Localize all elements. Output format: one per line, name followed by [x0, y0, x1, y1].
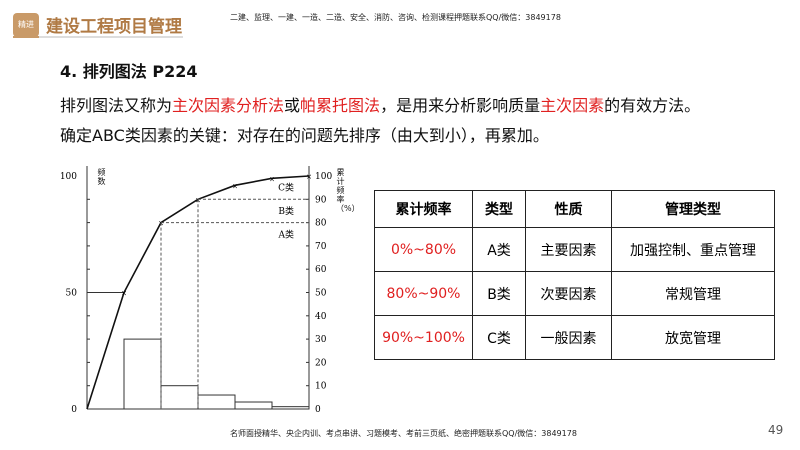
zone-label: C类 [278, 182, 294, 194]
bar [271, 406, 310, 410]
zone-label: B类 [278, 205, 294, 217]
bar [197, 394, 236, 410]
table-cell: 次要因素 [525, 271, 612, 316]
bar [160, 385, 199, 410]
y2-tick-label: 30 [315, 335, 327, 345]
y2-tick-label: 90 [315, 195, 327, 205]
logo: 精进 [13, 13, 39, 37]
highlight: 主次因素 [540, 96, 605, 115]
text-line-1: 排列图法又称为主次因素分析法或帕累托图法，是用来分析影响质量主次因素的有效方法。 [60, 92, 700, 116]
y-tick-label: 100 [60, 172, 77, 182]
table-cell: 主要因素 [525, 227, 612, 272]
table-cell: 放宽管理 [611, 315, 775, 360]
cumulative-point: × [269, 175, 275, 183]
highlight: 主次因素分析法 [172, 96, 285, 115]
table-cell: 0%~80% [374, 227, 473, 272]
footer-note: 名师面授精华、央企内训、考点串讲、习题模考、考前三页纸、绝密押题联系QQ/微信：… [230, 429, 577, 438]
y-tick-label: 50 [66, 289, 78, 299]
divider [13, 36, 183, 38]
page-number: 49 [768, 423, 784, 437]
y2-tick-label: 100 [315, 172, 332, 182]
text: 排列图法又称为 [60, 96, 173, 115]
cumulative-point: × [121, 290, 127, 298]
table-row: 90%~100% C类 一般因素 放宽管理 [374, 315, 775, 360]
y2-tick-label: 50 [315, 289, 327, 299]
zone-label: A类 [278, 228, 295, 240]
cumulative-point: × [306, 173, 312, 181]
bar [234, 401, 273, 410]
table-row: 80%~90% B类 次要因素 常规管理 [374, 271, 775, 316]
table-cell: 一般因素 [525, 315, 612, 360]
top-note: 二建、监理、一建、一造、二造、安全、消防、咨询、检测课程押题联系QQ/微信：38… [230, 13, 561, 22]
y2-tick-label: 80 [315, 219, 327, 229]
table-cell: 常规管理 [611, 271, 775, 316]
y2-tick-label: 60 [315, 265, 327, 275]
table-cell: 90%~100% [374, 315, 473, 360]
divider-accent [13, 36, 39, 38]
highlight: 帕累托图法 [300, 96, 381, 115]
y2-tick-label: 40 [315, 312, 327, 322]
abc-table: 累计频率 类型 性质 管理类型 0%~80% A类 主要因素 加强控制、重点管理 80%~90… [374, 190, 775, 360]
table-header: 累计频率 类型 性质 管理类型 [374, 190, 775, 228]
table-cell: 加强控制、重点管理 [611, 227, 775, 272]
y-axis-label: 频数 [97, 168, 106, 186]
table-cell: C类 [472, 315, 526, 360]
text-line-2: 确定ABC类因素的关键：对存在的问题先排序（由大到小），再累加。 [60, 126, 549, 145]
brand-title: 建设工程项目管理 [46, 17, 182, 37]
column-header: 类型 [472, 190, 526, 228]
y2-axis-label: 累计频率（%） [336, 168, 360, 213]
y-tick-label: 0 [71, 405, 77, 415]
table-cell: 80%~90% [374, 271, 473, 316]
column-header: 管理类型 [611, 190, 775, 228]
text: 或 [284, 96, 301, 115]
text: ，是用来分析影响质量 [380, 96, 541, 115]
table-cell: B类 [472, 271, 526, 316]
slide-title: 4. 排列图法 P224 [60, 62, 198, 81]
column-header: 性质 [525, 190, 612, 228]
table-row: 0%~80% A类 主要因素 加强控制、重点管理 [374, 227, 775, 272]
cumulative-point: × [232, 182, 238, 190]
table-cell: A类 [472, 227, 526, 272]
y2-tick-label: 10 [315, 382, 327, 392]
y2-tick-label: 70 [315, 242, 327, 252]
column-header: 累计频率 [374, 190, 473, 228]
y2-tick-label: 20 [315, 358, 327, 368]
y2-tick-label: 0 [315, 405, 321, 415]
text: 的有效方法。 [604, 96, 701, 115]
bar [123, 338, 162, 410]
